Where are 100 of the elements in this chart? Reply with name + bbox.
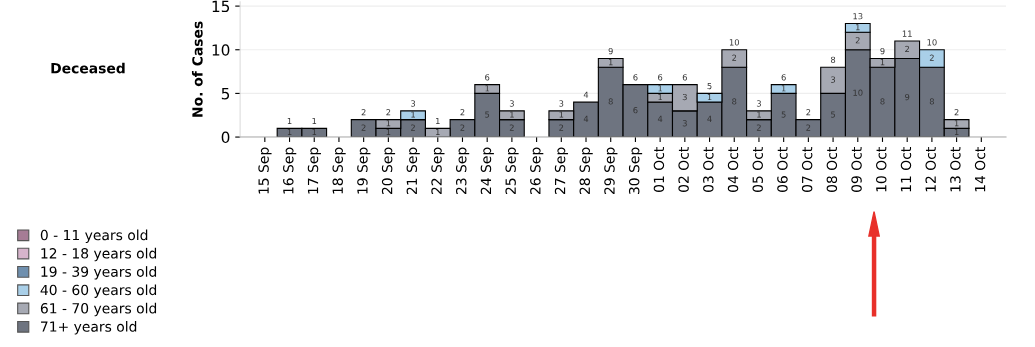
x-tick-label: 24 Sep bbox=[480, 147, 494, 195]
data-label: 1 bbox=[954, 120, 959, 127]
x-tick-label: 25 Sep bbox=[505, 147, 519, 195]
total-label: 3 bbox=[756, 100, 761, 107]
data-label: 1 bbox=[856, 24, 860, 31]
x-tick-label: 06 Oct bbox=[777, 147, 788, 192]
data-label: 1 bbox=[287, 128, 292, 135]
total-label: 2 bbox=[460, 109, 465, 116]
x-tick-label: 11 Oct bbox=[900, 147, 912, 192]
data-label: 4 bbox=[657, 115, 663, 122]
x-tick-label: 17 Sep bbox=[307, 147, 321, 194]
data-label: 2 bbox=[905, 45, 910, 53]
x-tick-label: 07 Oct bbox=[801, 147, 813, 192]
total-label: 6 bbox=[633, 74, 638, 81]
total-label: 6 bbox=[658, 74, 663, 81]
x-tick-label: 21 Sep bbox=[406, 147, 420, 195]
data-label: 4 bbox=[707, 115, 712, 122]
data-label: 2 bbox=[806, 124, 811, 131]
total-label: 1 bbox=[312, 117, 317, 124]
data-label: 1 bbox=[608, 59, 613, 66]
legend-label: 0 - 11 years old bbox=[40, 229, 148, 243]
data-label: 1 bbox=[781, 85, 786, 92]
data-label: 8 bbox=[929, 98, 934, 105]
x-tick-label: 30 Sep bbox=[628, 147, 643, 194]
y-tick-label: 10 bbox=[212, 44, 230, 56]
x-tick-label: 13 Oct bbox=[950, 147, 961, 192]
x-tick-label: 28 Sep bbox=[579, 147, 593, 195]
y-tick-label: 5 bbox=[221, 88, 230, 100]
legend-label: 71+ years old bbox=[41, 321, 137, 335]
x-tick-label: 27 Sep bbox=[554, 147, 569, 195]
data-label: 1 bbox=[485, 85, 490, 92]
data-label: 1 bbox=[386, 128, 391, 135]
x-tick-label: 12 Oct bbox=[925, 147, 936, 192]
data-label: 4 bbox=[583, 115, 589, 122]
data-label: 2 bbox=[855, 37, 860, 44]
data-label: 5 bbox=[831, 111, 835, 118]
text: Deceased bbox=[51, 62, 125, 74]
data-label: 2 bbox=[559, 124, 564, 131]
x-tick-label: 16 Sep bbox=[283, 147, 297, 194]
x-tick-label: 19 Sep bbox=[357, 147, 371, 194]
x-tick-label: 22 Sep bbox=[431, 147, 445, 195]
x-tick-label: 26 Sep bbox=[530, 147, 544, 195]
data-label: 1 bbox=[436, 128, 440, 135]
total-label: 10 bbox=[729, 39, 739, 46]
x-tick-label: 05 Oct bbox=[752, 147, 763, 192]
data-label: 2 bbox=[361, 124, 366, 131]
data-label: 5 bbox=[781, 111, 786, 118]
x-tick-label: 02 Oct bbox=[678, 147, 689, 192]
data-label: 2 bbox=[929, 54, 934, 61]
total-label: 9 bbox=[608, 47, 613, 55]
x-tick-label: 14 Oct bbox=[974, 147, 986, 192]
data-label: 1 bbox=[386, 120, 391, 127]
y-tick-label: 0 bbox=[221, 131, 230, 144]
data-label: 1 bbox=[312, 128, 317, 135]
data-label: 3 bbox=[682, 93, 687, 101]
total-label: 3 bbox=[411, 100, 416, 107]
x-tick-label: 03 Oct bbox=[703, 147, 714, 192]
total-label: 13 bbox=[853, 13, 863, 20]
data-label: 2 bbox=[509, 124, 514, 131]
data-label: 1 bbox=[707, 94, 712, 101]
data-label: 2 bbox=[732, 54, 737, 61]
data-label: 1 bbox=[658, 85, 663, 92]
x-tick-label: 20 Sep bbox=[381, 147, 396, 195]
x-tick-label: 15 Sep bbox=[258, 147, 272, 194]
legend-label: 19 - 39 years old bbox=[41, 266, 157, 280]
total-label: 2 bbox=[806, 109, 811, 116]
data-label: 2 bbox=[411, 124, 415, 131]
data-label: 6 bbox=[633, 106, 638, 114]
data-label: 1 bbox=[954, 128, 959, 135]
total-label: 2 bbox=[386, 109, 391, 116]
total-label: 2 bbox=[361, 109, 366, 116]
data-label: 1 bbox=[559, 111, 564, 118]
data-label: 1 bbox=[411, 111, 415, 118]
y-tick-label: 15 bbox=[212, 0, 230, 13]
data-label: 1 bbox=[880, 59, 885, 66]
y-axis-title: No. of Cases bbox=[191, 21, 203, 117]
data-label: 2 bbox=[460, 124, 465, 131]
total-label: 3 bbox=[559, 100, 564, 107]
data-label: 3 bbox=[682, 120, 687, 127]
x-tick-label: 23 Sep bbox=[456, 147, 470, 195]
total-label: 5 bbox=[707, 82, 712, 90]
total-label: 9 bbox=[880, 47, 885, 55]
total-label: 2 bbox=[954, 109, 959, 116]
data-label: 5 bbox=[485, 111, 490, 118]
total-label: 6 bbox=[682, 74, 687, 81]
total-label: 11 bbox=[902, 30, 912, 37]
total-label: 6 bbox=[781, 74, 786, 81]
legend-label: 12 - 18 years old bbox=[41, 247, 157, 262]
data-label: 2 bbox=[756, 124, 761, 131]
data-label: 1 bbox=[510, 111, 514, 118]
total-label: 3 bbox=[509, 100, 514, 107]
x-tick-label: 29 Sep bbox=[604, 147, 618, 195]
legend-label: 40 - 60 years old bbox=[40, 284, 157, 298]
x-tick-label: 18 Sep bbox=[332, 147, 346, 194]
total-label: 10 bbox=[927, 39, 937, 46]
total-label: 1 bbox=[436, 117, 440, 124]
total-label: 1 bbox=[287, 117, 292, 124]
x-tick-label: 04 Oct bbox=[727, 147, 739, 192]
data-label: 1 bbox=[757, 111, 761, 118]
x-tick-label: 10 Oct bbox=[876, 147, 887, 192]
